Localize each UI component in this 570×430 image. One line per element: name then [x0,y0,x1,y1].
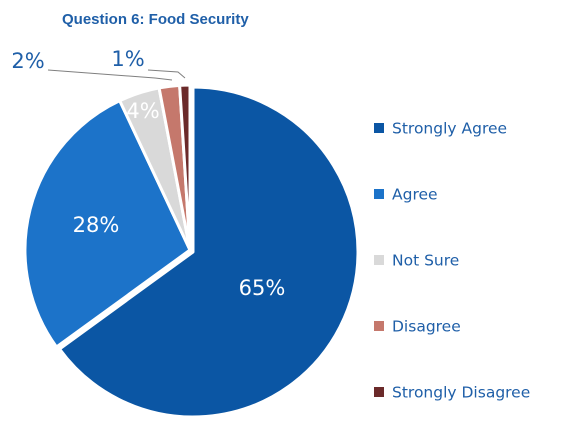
leader-lines [47,69,186,81]
slice-strongly-agree [58,85,360,419]
legend-label-disagree: Disagree [392,318,461,336]
data-label-strongly-agree: 65% [239,276,286,300]
data-label-strongly-disagree: 1% [111,47,144,71]
pie-slices [23,83,360,419]
data-labels: 65% 28% 4% 2% 1% [11,47,285,300]
legend-swatch-strongly-disagree [374,387,384,397]
leader-line-strongly-disagree [147,69,186,79]
legend-label-agree: Agree [392,186,438,204]
data-label-not-sure: 4% [126,99,159,123]
data-label-disagree: 2% [11,49,44,73]
legend-swatch-agree [374,189,384,199]
legend-swatch-disagree [374,321,384,331]
legend-label-strongly-agree: Strongly Agree [392,120,507,138]
data-label-agree: 28% [73,213,120,237]
legend: Strongly Agree Agree Not Sure Disagree Stron… [374,120,530,402]
legend-label-not-sure: Not Sure [392,252,459,270]
leader-line-disagree [47,69,173,81]
chart-title: Question 6: Food Security [62,11,249,28]
legend-swatch-not-sure [374,255,384,265]
legend-label-strongly-disagree: Strongly Disagree [392,384,530,402]
slice-strongly-disagree [178,83,192,252]
legend-swatch-strongly-agree [374,123,384,133]
slice-agree [23,99,192,349]
